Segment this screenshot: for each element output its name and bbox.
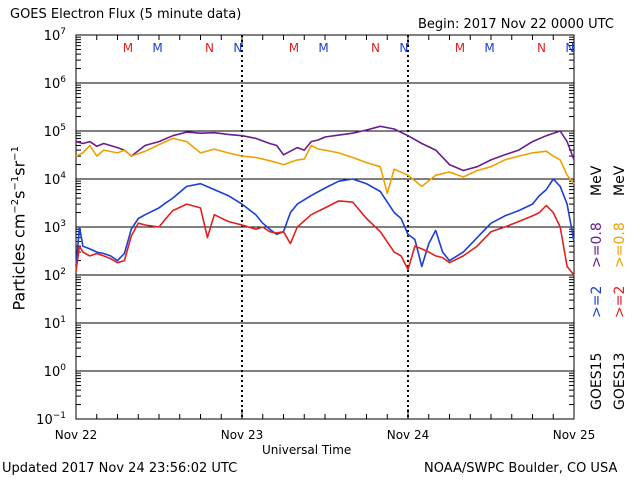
y-tick-label: 107: [44, 27, 66, 44]
y-tick-label: 104: [44, 171, 67, 188]
series-line: [75, 137, 575, 195]
marker-n: N: [537, 41, 546, 55]
marker-m: M: [455, 41, 465, 55]
series-line: [75, 200, 575, 276]
marker-n: N: [233, 41, 242, 55]
y-tick-label: 10−1: [36, 411, 66, 428]
legend-goes15-ge2: >=2: [589, 285, 605, 318]
x-tick-label: Nov 22: [54, 428, 98, 442]
marker-n: N: [205, 41, 214, 55]
marker-m: M: [289, 41, 299, 55]
marker-m: M: [318, 41, 328, 55]
legend-goes15-ge08: >=0.8: [589, 222, 605, 268]
y-tick-label: 101: [44, 315, 66, 332]
legend-mev: MeV: [612, 165, 628, 196]
marker-n: N: [399, 41, 408, 55]
legend-goes13: GOES13: [612, 352, 628, 410]
series-line: [75, 178, 575, 268]
y-tick-label: 102: [44, 267, 66, 284]
updated-timestamp: Updated 2017 Nov 24 23:56:02 UTC: [2, 461, 238, 476]
chart-title: GOES Electron Flux (5 minute data): [10, 7, 242, 22]
credit-label: NOAA/SWPC Boulder, CO USA: [424, 461, 618, 476]
x-tick-label: Nov 25: [552, 428, 596, 442]
marker-m: M: [484, 41, 494, 55]
legend-goes13-ge2: >=2: [612, 285, 628, 318]
y-tick-label: 103: [44, 219, 66, 236]
marker-n: N: [371, 41, 380, 55]
x-axis-title: Universal Time: [262, 443, 352, 457]
x-tick-label: Nov 24: [386, 428, 430, 442]
legend-goes13-ge08: >=0.8: [612, 222, 628, 268]
y-tick-label: 105: [44, 123, 66, 140]
series-line: [75, 125, 575, 172]
begin-time-label: Begin: 2017 Nov 22 0000 UTC: [418, 17, 614, 32]
marker-m: M: [123, 41, 133, 55]
y-tick-label: 100: [44, 363, 67, 380]
y-tick-label: 106: [44, 75, 67, 92]
x-tick-label: Nov 23: [220, 428, 264, 442]
marker-n: N: [565, 41, 574, 55]
legend-goes15: GOES15: [589, 352, 605, 410]
legend-mev: MeV: [589, 165, 605, 196]
marker-m: M: [152, 41, 162, 55]
y-axis-title: Particles cm−2s−1sr−1: [9, 146, 29, 311]
